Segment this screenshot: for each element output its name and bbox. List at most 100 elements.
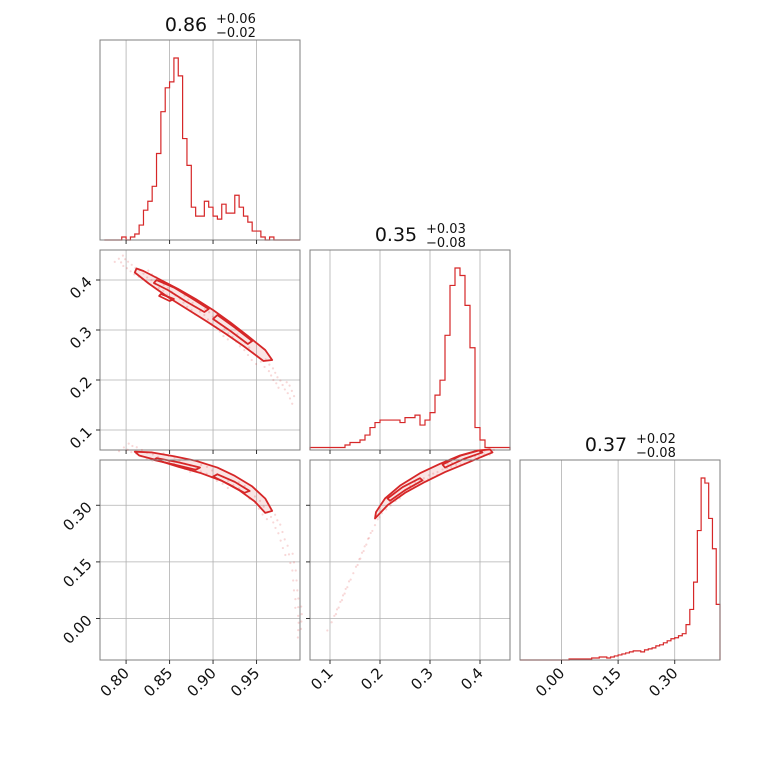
sample-point [295,579,298,582]
density-contour [158,293,175,302]
sample-point [358,558,361,561]
sample-point [346,586,349,589]
sample-point [274,526,277,530]
sample-point [246,353,250,357]
sample-point [117,257,120,260]
sample-point [296,589,299,592]
tick-label-y: 0.1 [66,423,96,453]
sample-point [354,565,358,568]
sample-point [265,518,269,521]
sample-point [296,636,299,639]
sample-point [272,378,275,382]
sample-point [288,397,292,400]
sample-point [279,539,282,542]
sample-point [292,395,296,398]
sample-point [349,578,352,581]
sample-point [341,594,345,597]
sample-point [343,592,346,595]
sample-point [189,470,192,474]
sample-point [227,332,230,335]
panel-frame [99,249,301,451]
sample-point [130,451,133,454]
sample-point [227,479,230,483]
sample-point [294,569,297,572]
tick-label-x: 0.1 [307,664,337,694]
panel-frame [519,459,721,661]
sample-point [281,383,284,387]
sample-point [287,553,291,556]
sample-point [294,598,297,601]
sample-point [385,508,388,511]
sample-point [286,544,289,547]
sample-point [119,261,123,264]
sample-point [300,612,303,616]
sample-point [157,286,160,290]
param-title-minus-error: −0.02 [216,26,256,41]
sample-point [222,334,225,338]
sample-point [248,346,251,349]
sample-point [263,365,266,369]
density-contour [212,473,251,494]
sample-point [291,552,294,555]
sample-point [191,301,194,304]
sample-point [257,507,260,510]
sample-point [292,579,295,582]
sample-point [373,523,377,527]
sample-point [166,286,170,289]
sample-point [478,454,481,458]
param-title-value: 0.86 [165,14,207,36]
tick-label-x: 0.4 [457,664,487,694]
histogram-line [520,477,721,661]
sample-point [226,338,229,341]
sample-point [203,307,206,311]
density-contour [212,314,254,345]
sample-point [432,472,435,475]
sample-point [344,587,347,591]
sample-point [127,442,130,445]
sample-point [279,523,282,526]
panel-background [310,460,510,660]
sample-point [254,362,258,366]
sample-point [290,389,293,392]
sample-point [237,481,240,484]
sample-point [243,484,246,488]
sample-point [203,313,206,317]
sample-point [270,374,273,377]
sample-point [276,519,279,522]
sample-point [215,479,218,483]
sample-point [297,629,300,632]
sample-point [250,358,253,362]
sample-point [198,310,202,313]
sample-point [283,538,286,541]
sample-point [186,305,189,308]
tick-label-x: 0.95 [227,664,263,700]
sample-point [130,263,133,266]
sample-point [126,448,129,451]
tick-label-x: 0.90 [184,664,220,700]
sample-point [378,516,381,519]
param-title-minus-error: −0.08 [636,446,676,461]
sample-point [268,363,271,366]
sample-point [284,553,287,557]
sample-point [289,561,292,565]
sample-point [226,486,229,490]
tick-label-y: 0.00 [59,611,95,647]
sample-point [366,537,370,540]
tick-label-x: 0.15 [589,664,625,700]
sample-point [450,466,453,469]
sample-point [205,465,209,469]
sample-point [292,561,296,564]
panel-frame [309,249,511,451]
sample-point [261,513,264,516]
sample-point [243,349,246,352]
sample-point [135,446,138,449]
sample-point [253,495,257,498]
sample-point [267,370,271,373]
sample-point [492,448,496,452]
sample-point [277,532,280,535]
sample-point [427,474,430,477]
sample-point [340,598,344,602]
param-title-plus-error: +0.02 [636,432,676,447]
sample-point [162,283,165,287]
